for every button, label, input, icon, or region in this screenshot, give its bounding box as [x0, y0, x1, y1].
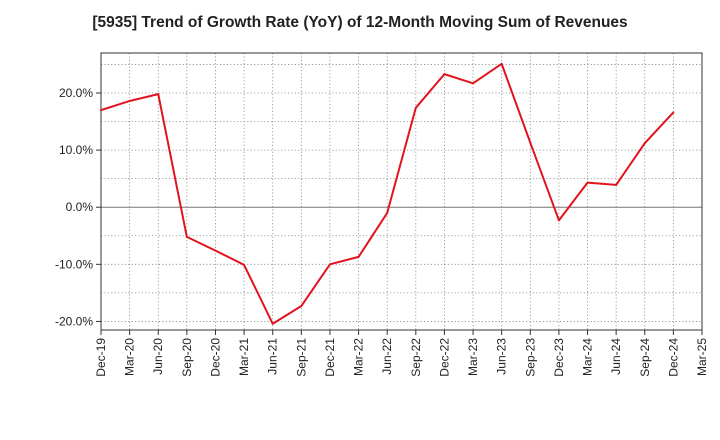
x-tick-label: Dec-21 [323, 338, 337, 377]
x-tick-label: Sep-24 [638, 338, 652, 377]
data-point [157, 93, 160, 96]
data-point [672, 111, 675, 114]
y-tick-label: -10.0% [55, 257, 93, 271]
x-tick-label: Sep-21 [294, 338, 308, 377]
data-point [529, 141, 532, 144]
data-point [615, 183, 618, 186]
x-tick-label: Mar-25 [695, 338, 709, 376]
data-point [128, 99, 131, 102]
y-tick-label: 20.0% [59, 86, 93, 100]
x-tick-label: Sep-20 [180, 338, 194, 377]
x-tick-label: Sep-23 [523, 338, 537, 377]
data-point [414, 106, 417, 109]
data-point [386, 211, 389, 214]
data-point [443, 73, 446, 76]
x-tick-label: Dec-19 [94, 338, 108, 377]
data-point [557, 219, 560, 222]
x-tick-label: Mar-20 [123, 338, 137, 376]
data-point [185, 235, 188, 238]
x-tick-label: Mar-22 [352, 338, 366, 376]
y-tick-label: 10.0% [59, 143, 93, 157]
x-tick-label: Mar-24 [581, 338, 595, 376]
x-tick-label: Dec-23 [552, 338, 566, 377]
x-tick-label: Mar-21 [237, 338, 251, 376]
data-point [328, 263, 331, 266]
data-point [472, 82, 475, 85]
data-point [214, 249, 217, 252]
data-point [100, 109, 102, 112]
x-tick-label: Dec-20 [208, 338, 222, 377]
x-tick-label: Sep-22 [409, 338, 423, 377]
x-tick-label: Dec-24 [666, 338, 680, 377]
data-point [500, 62, 503, 65]
data-point [643, 142, 646, 145]
x-tick-label: Jun-24 [609, 338, 623, 375]
plot-frame [100, 52, 703, 331]
y-tick-label: -20.0% [55, 314, 93, 328]
data-point [300, 305, 303, 308]
data-point [357, 255, 360, 258]
x-tick-label: Jun-20 [151, 338, 165, 375]
x-tick-label: Mar-23 [466, 338, 480, 376]
x-tick-label: Jun-23 [495, 338, 509, 375]
x-tick-label: Jun-21 [266, 338, 280, 375]
y-tick-label: 0.0% [66, 200, 94, 214]
data-point [271, 322, 274, 325]
x-tick-label: Dec-22 [437, 338, 451, 377]
data-point [586, 181, 589, 184]
chart-title: [5935] Trend of Growth Rate (YoY) of 12-… [92, 14, 628, 31]
x-tick-label: Jun-22 [380, 338, 394, 375]
data-point [243, 263, 246, 266]
